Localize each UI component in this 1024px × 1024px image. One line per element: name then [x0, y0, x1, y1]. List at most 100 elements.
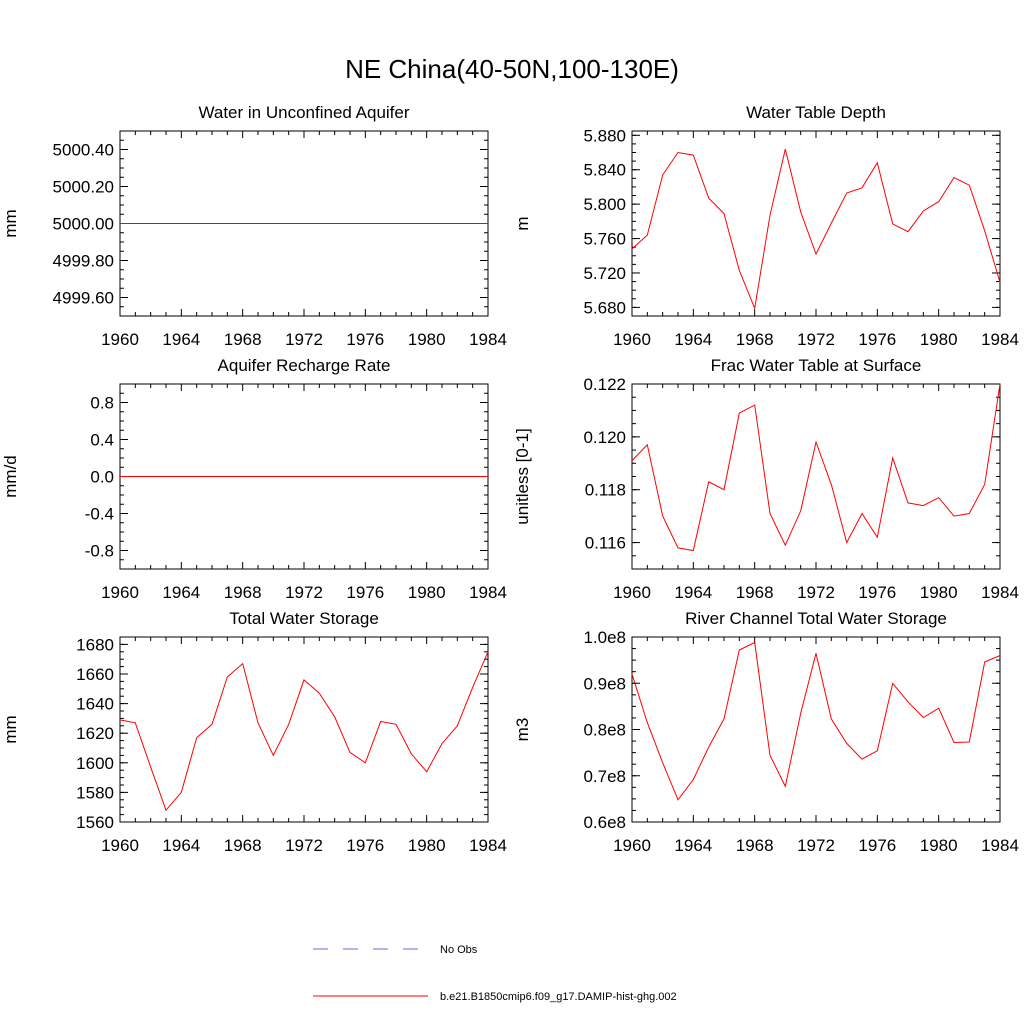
x-tick-label: 1964 [162, 583, 200, 602]
panel-3: Aquifer Recharge Rate mm/d 1960 1964 1968 197… [1, 356, 507, 602]
y-tick-label: 4999.60 [53, 289, 114, 308]
y-tick-label: 0.7e8 [583, 767, 626, 786]
y-tick-label: 5000.20 [53, 178, 114, 197]
y-axis-label: m [513, 216, 532, 230]
y-axis-label: mm [1, 715, 20, 743]
x-tick-label: 1960 [613, 583, 651, 602]
x-tick-label: 1972 [797, 836, 835, 855]
panel-6: River Channel Total Water Storage m3 1960 1… [513, 609, 1019, 855]
x-tick-label: 1960 [101, 330, 139, 349]
y-tick-label: 0.8e8 [583, 721, 626, 740]
y-tick-label: 1680 [76, 635, 114, 654]
x-tick-label: 1968 [736, 836, 774, 855]
x-tick-label: 1976 [858, 330, 896, 349]
legend: No Obs b.e21.B1850cmip6.f09_g17.DAMIP-hi… [313, 944, 677, 1003]
y-tick-label: 0.6e8 [583, 813, 626, 832]
x-tick-label: 1980 [408, 836, 446, 855]
x-tick-label: 1984 [981, 583, 1019, 602]
y-tick-label: 5.680 [583, 298, 626, 317]
plot-frame [119, 636, 489, 823]
x-tick-label: 1972 [285, 836, 323, 855]
x-tick-label: 1960 [101, 836, 139, 855]
panels-group: Water in Unconfined Aquifer mm 1960 1964 196… [1, 103, 1019, 855]
y-tick-label: 0.0 [90, 468, 114, 487]
y-axis-label: mm [1, 209, 20, 237]
panel-title: Aquifer Recharge Rate [218, 356, 391, 375]
x-tick-label: 1980 [408, 583, 446, 602]
y-tick-label: 5.880 [583, 126, 626, 145]
x-tick-label: 1968 [224, 836, 262, 855]
x-tick-label: 1964 [674, 330, 712, 349]
x-tick-label: 1972 [285, 583, 323, 602]
y-tick-label: 1.0e8 [583, 628, 626, 647]
x-tick-label: 1964 [162, 330, 200, 349]
x-tick-label: 1976 [346, 583, 384, 602]
panel-title: Water in Unconfined Aquifer [198, 103, 409, 122]
x-tick-label: 1972 [797, 330, 835, 349]
y-axis-label: unitless [0-1] [513, 428, 532, 524]
y-tick-label: 1640 [76, 695, 114, 714]
x-tick-label: 1960 [613, 836, 651, 855]
y-tick-label: 1620 [76, 724, 114, 743]
y-tick-label: -0.4 [85, 505, 114, 524]
y-tick-label: 5.760 [583, 230, 626, 249]
x-tick-label: 1964 [162, 836, 200, 855]
series-line [631, 641, 1001, 801]
y-tick-label: 5000.40 [53, 141, 114, 160]
x-tick-label: 1972 [285, 330, 323, 349]
x-tick-label: 1984 [981, 836, 1019, 855]
x-tick-label: 1976 [346, 836, 384, 855]
y-tick-label: 0.9e8 [583, 674, 626, 693]
y-tick-label: 1660 [76, 665, 114, 684]
y-tick-label: 0.118 [585, 481, 626, 500]
y-tick-label: 5.800 [583, 195, 626, 214]
figure-title: NE China(40-50N,100-130E) [345, 54, 679, 84]
x-tick-label: 1976 [346, 330, 384, 349]
x-tick-label: 1968 [224, 330, 262, 349]
x-tick-label: 1980 [408, 330, 446, 349]
x-tick-label: 1984 [469, 836, 507, 855]
x-tick-label: 1960 [101, 583, 139, 602]
x-tick-label: 1980 [920, 330, 958, 349]
x-tick-label: 1968 [736, 330, 774, 349]
panel-2: Water Table Depth m 1960 1964 1968 1972 1976 19… [513, 103, 1019, 349]
panel-title: River Channel Total Water Storage [685, 609, 947, 628]
y-tick-label: 1560 [76, 813, 114, 832]
legend-label-model: b.e21.B1850cmip6.f09_g17.DAMIP-hist-ghg.… [440, 991, 677, 1003]
y-tick-label: 0.116 [585, 534, 626, 553]
x-tick-label: 1960 [613, 330, 651, 349]
series-line [631, 383, 1001, 552]
y-axis-label: mm/d [1, 455, 20, 498]
y-tick-label: 5000.00 [53, 215, 114, 234]
x-tick-label: 1968 [224, 583, 262, 602]
x-tick-label: 1972 [797, 583, 835, 602]
panel-title: Total Water Storage [229, 609, 379, 628]
x-tick-label: 1980 [920, 836, 958, 855]
y-tick-label: 1600 [76, 754, 114, 773]
y-axis-label: m3 [513, 718, 532, 742]
panel-1: Water in Unconfined Aquifer mm 1960 1964 196… [1, 103, 507, 349]
x-tick-label: 1976 [858, 583, 896, 602]
x-tick-label: 1980 [920, 583, 958, 602]
y-tick-label: 5.840 [583, 161, 626, 180]
plot-frame [631, 636, 1001, 823]
x-tick-label: 1984 [981, 330, 1019, 349]
y-tick-label: 0.120 [583, 428, 626, 447]
x-tick-label: 1964 [674, 836, 712, 855]
y-tick-label: 0.122 [583, 375, 626, 394]
x-tick-label: 1984 [469, 583, 507, 602]
panel-5: Total Water Storage mm 1960 1964 1968 1972 197… [1, 609, 507, 855]
y-tick-label: 1580 [76, 783, 114, 802]
y-tick-label: 0.4 [90, 431, 114, 450]
y-tick-label: -0.8 [85, 542, 114, 561]
panel-title: Water Table Depth [746, 103, 886, 122]
x-tick-label: 1984 [469, 330, 507, 349]
plot-frame [631, 130, 1001, 317]
series-line [119, 651, 489, 812]
panel-4: Frac Water Table at Surface unitless [0-1… [513, 356, 1019, 602]
panel-title: Frac Water Table at Surface [711, 356, 922, 375]
y-tick-label: 0.8 [90, 394, 114, 413]
x-tick-label: 1968 [736, 583, 774, 602]
x-tick-label: 1964 [674, 583, 712, 602]
series-line [631, 148, 1001, 311]
